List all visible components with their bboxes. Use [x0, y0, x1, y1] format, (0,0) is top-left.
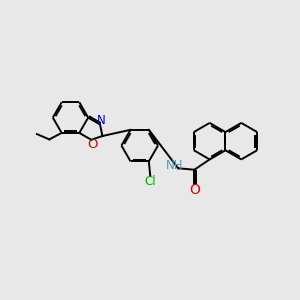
Text: NH: NH: [166, 159, 183, 172]
Text: O: O: [87, 138, 98, 151]
Text: Cl: Cl: [145, 175, 156, 188]
Text: O: O: [189, 183, 200, 197]
Text: N: N: [97, 113, 105, 127]
